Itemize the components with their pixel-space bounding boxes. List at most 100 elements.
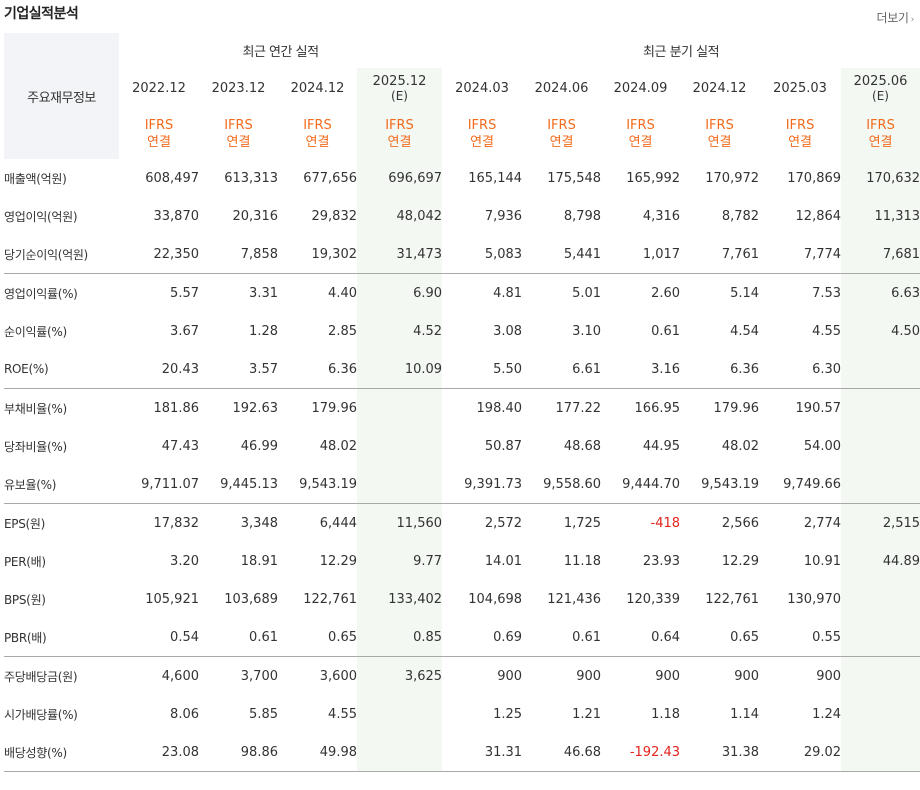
table-cell: 1.28: [249, 323, 278, 339]
table-cell: 179.96: [713, 400, 760, 416]
table-cell: 31,473: [357, 235, 443, 274]
row-label: BPS(원): [4, 580, 119, 618]
table-cell: 23.08: [119, 733, 199, 772]
table-cell: 677,656: [303, 170, 357, 186]
table-cell: 3.16: [601, 350, 681, 389]
chevron-right-icon: ›: [910, 15, 915, 25]
table-cell: 696,697: [357, 159, 443, 197]
table-cell: [357, 388, 443, 427]
table-row: 당기순이익(억원) 22,350 7,858 19,302 31,473 5,083 5,4…: [4, 235, 920, 274]
table-cell: 9,444.70: [601, 465, 681, 504]
table-cell: 44.95: [642, 438, 681, 454]
table-cell: 900: [576, 668, 602, 684]
table-cell: 6.90: [357, 273, 443, 312]
accounting-standard-header: IFRS 연결: [442, 108, 522, 159]
table-cell: 4.50: [841, 312, 920, 350]
table-cell: 1,017: [601, 235, 681, 274]
table-cell: 11,313: [841, 197, 920, 235]
more-link[interactable]: 더보기 ›: [876, 9, 914, 26]
table-cell: 133,402: [357, 580, 443, 618]
table-cell: [841, 733, 920, 772]
consolidated-label: 연결: [305, 134, 330, 150]
table-row: 유보율(%) 9,711.07 9,445.13 9,543.19 9,391.73 9,…: [4, 465, 920, 504]
table-cell: 175,548: [547, 170, 602, 186]
group-header-row: 주요재무정보 최근 연간 실적 최근 분기 실적: [4, 33, 920, 159]
table-cell: 613,313: [224, 170, 278, 186]
table-cell: 8.06: [170, 706, 199, 722]
table-cell: 7.53: [812, 285, 842, 301]
table-cell: 6.61: [522, 350, 602, 389]
table-cell: 6.36: [680, 350, 760, 389]
table-cell: 19,302: [278, 235, 357, 274]
table-cell: 6,444: [319, 515, 357, 531]
table-cell: -192.43: [601, 733, 681, 772]
table-cell: 22,350: [119, 235, 199, 274]
accounting-standard-header: IFRS 연결: [357, 108, 443, 159]
table-cell: 0.55: [759, 618, 842, 657]
table-cell: 2.85: [328, 323, 357, 339]
table-cell: 17,832: [153, 515, 200, 531]
table-cell: 23.93: [642, 553, 681, 569]
table-row: PBR(배) 0.54 0.61 0.65 0.85 0.69 0.61 0.64 0.65 0.…: [4, 618, 920, 657]
row-label: PER(배): [4, 542, 119, 580]
table-cell: 4,316: [642, 208, 681, 224]
period-label: 2022.12: [132, 80, 186, 96]
accounting-standard-header: IFRS 연결: [278, 108, 357, 159]
table-cell: 12.29: [319, 553, 357, 569]
table-cell: 54.00: [803, 438, 842, 454]
table-cell: 31.38: [680, 733, 760, 772]
table-cell: [357, 695, 443, 733]
table-cell: 3.20: [170, 553, 199, 569]
table-cell: [357, 733, 443, 772]
row-label: PBR(배): [4, 618, 119, 657]
table-cell: 48.02: [319, 438, 357, 454]
table-cell: 165,144: [468, 170, 523, 186]
table-cell: 2,515: [841, 503, 920, 542]
table-cell: 4.40: [328, 285, 357, 301]
accounting-standard-header: IFRS 연결: [522, 108, 601, 159]
consolidated-label: 연결: [549, 134, 574, 150]
ifrs-label: IFRS: [303, 117, 332, 133]
table-cell: 29.02: [759, 733, 842, 772]
table-cell: 48.02: [721, 438, 760, 454]
table-cell: 5.57: [170, 285, 199, 301]
table-cell: 29,832: [311, 208, 358, 224]
table-cell: 1.21: [572, 706, 602, 722]
period-label: 2025.06: [853, 74, 908, 89]
row-label: 순이익률(%): [4, 312, 119, 350]
table-cell: 900: [734, 668, 760, 684]
table-cell: 1.25: [493, 706, 523, 722]
consolidated-label: 연결: [147, 134, 171, 150]
table-cell: 9,749.66: [759, 465, 842, 504]
period-header: 2024.03: [442, 68, 522, 108]
table-cell: 3.57: [199, 350, 278, 389]
table-cell: 121,436: [547, 591, 602, 607]
consolidated-label: 연결: [387, 134, 412, 150]
table-cell: 0.85: [357, 618, 443, 657]
table-cell: 4.55: [812, 323, 842, 339]
period-header: 2022.12: [119, 68, 199, 108]
financial-summary-table: 주요재무정보 최근 연간 실적 최근 분기 실적 2022.12 2023.12 2…: [4, 33, 920, 772]
table-cell: [841, 580, 920, 618]
table-cell: 105,921: [145, 591, 199, 607]
ifrs-label: IFRS: [385, 117, 414, 133]
table-cell: 7,681: [841, 235, 920, 274]
period-header: 2024.12: [680, 68, 759, 108]
table-cell: 170,972: [705, 170, 760, 186]
table-cell: 2,774: [803, 515, 842, 531]
table-cell: 9,445.13: [199, 465, 278, 504]
table-cell: [841, 656, 920, 695]
period-header: 2023.12: [199, 68, 278, 108]
table-row: 시가배당률(%) 8.06 5.85 4.55 1.25 1.21 1.18 1.14 1.24: [4, 695, 920, 733]
table-cell: 5,083: [442, 235, 523, 274]
table-cell: 98.86: [199, 733, 278, 772]
table-cell: 8,782: [721, 208, 760, 224]
table-cell: 48,042: [357, 197, 443, 235]
table-cell: 9,543.19: [278, 465, 357, 504]
key-header: 주요재무정보: [4, 33, 119, 159]
table-cell: 14.01: [484, 553, 523, 569]
table-cell: 122,761: [303, 591, 357, 607]
table-cell: 4,600: [161, 668, 199, 684]
table-row: BPS(원) 105,921 103,689 122,761 133,402 104,69…: [4, 580, 920, 618]
table-cell: 3,700: [240, 668, 278, 684]
